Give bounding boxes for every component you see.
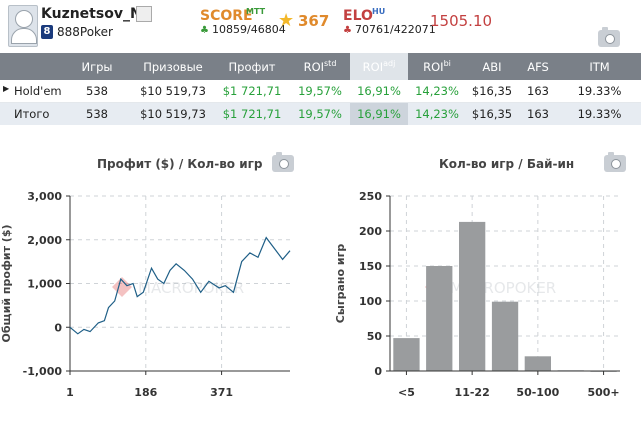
camera-icon[interactable] <box>598 27 620 47</box>
room-icon: 8 <box>41 25 53 39</box>
bar-11-22 <box>459 221 486 371</box>
y-tick-label: 150 <box>359 260 382 273</box>
table-cell: $1 721,71 <box>214 80 290 103</box>
rank-icon: ♣ <box>343 25 352 36</box>
table-cell: $10 519,73 <box>132 80 214 103</box>
col-header[interactable]: Профит <box>214 53 290 80</box>
x-tick-label: 371 <box>210 386 233 399</box>
table-cell: 19.33% <box>558 102 641 125</box>
col-header[interactable]: ROIadj <box>350 53 408 80</box>
x-tick-label: 11-22 <box>455 386 490 399</box>
score-rank: 10859/46804 <box>212 23 286 36</box>
table-cell: $1 721,71 <box>214 102 290 125</box>
y-tick-label: 0 <box>54 321 62 334</box>
table-cell: 163 <box>518 80 558 103</box>
table-cell: 19,57% <box>290 102 350 125</box>
y-tick-label: 250 <box>359 190 382 203</box>
table-row-total: Итого 538 $10 519,73 $1 721,71 19,57% 16… <box>0 102 641 125</box>
profit-chart-title: Профит ($) / Кол-во игр <box>97 157 263 171</box>
y-tick-label: 0 <box>374 365 382 378</box>
col-header[interactable]: ROIbi <box>408 53 466 80</box>
table-header-row: Игры Призовые Профит ROIstd ROIadj ROIbi… <box>0 53 641 80</box>
camera-icon[interactable] <box>604 152 626 172</box>
avatar <box>8 5 38 47</box>
row-label[interactable]: ▶ Hold'em <box>0 80 62 103</box>
score-label: SCORE <box>200 8 253 24</box>
table-cell: $16,35 <box>466 80 518 103</box>
rank-icon: ♣ <box>200 25 209 36</box>
y-tick-label: 3,000 <box>27 190 62 203</box>
col-header[interactable]: Игры <box>62 53 132 80</box>
bar-50-100 <box>524 356 551 371</box>
score-type: MTT <box>246 7 266 16</box>
col-header[interactable]: ABI <box>466 53 518 80</box>
col-sup: bi <box>443 59 451 69</box>
table-cell: 538 <box>62 102 132 125</box>
elo-value: 1505.10 <box>430 12 493 30</box>
x-tick-label: 186 <box>134 386 157 399</box>
table-cell: 19.33% <box>558 80 641 103</box>
elo-label: ELO <box>343 8 373 24</box>
star-icon: ★ <box>278 10 295 31</box>
col-header <box>0 53 62 80</box>
table-row[interactable]: ▶ Hold'em 538 $10 519,73 $1 721,71 19,57%… <box>0 80 641 103</box>
username[interactable]: Kuznetsov_N. <box>41 6 147 22</box>
bar-<5 <box>393 338 420 371</box>
y-axis-label: Общий профит ($) <box>0 224 13 342</box>
table-cell: 19,57% <box>290 80 350 103</box>
expand-arrow-icon[interactable]: ▶ <box>3 84 10 93</box>
y-tick-label: -1,000 <box>23 365 63 378</box>
y-tick-label: 1,000 <box>27 278 62 291</box>
watermark: MACROPOKER <box>112 277 244 297</box>
table-cell: $10 519,73 <box>132 102 214 125</box>
bar-5-11 <box>426 266 453 371</box>
row-label: Итого <box>0 102 62 125</box>
table-cell: 538 <box>62 80 132 103</box>
watermark-text: MACROPOKER <box>138 279 244 297</box>
x-tick-label: 500+ <box>587 386 619 399</box>
col-header[interactable]: Призовые <box>132 53 214 80</box>
y-tick-label: 100 <box>359 295 382 308</box>
room-name: 888Poker <box>57 25 113 39</box>
col-label: ROI <box>362 59 384 74</box>
score-value: 367 <box>298 12 330 30</box>
table-cell: 14,23% <box>408 102 466 125</box>
col-label: ROI <box>303 59 325 74</box>
profit-series-line <box>69 236 291 335</box>
x-tick-label: 50-100 <box>516 386 559 399</box>
stats-table: Игры Призовые Профит ROIstd ROIadj ROIbi… <box>0 53 641 125</box>
y-axis-label: Сыграно игр <box>334 244 347 324</box>
col-sup: adj <box>383 59 396 69</box>
col-header[interactable]: ROIstd <box>290 53 350 80</box>
camera-icon[interactable] <box>272 152 294 172</box>
table-cell: 163 <box>518 102 558 125</box>
table-cell: $16,35 <box>466 102 518 125</box>
table-cell: 14,23% <box>408 80 466 103</box>
x-tick-label: <5 <box>398 386 415 399</box>
elo-type: HU <box>372 7 386 16</box>
flag-icon <box>136 6 152 22</box>
x-tick-label: 1 <box>66 386 74 399</box>
buyin-chart-title: Кол-во игр / Бай-ин <box>439 157 575 171</box>
bar-22-50 <box>491 301 519 371</box>
col-sup: std <box>324 59 337 69</box>
y-tick-label: 200 <box>359 225 382 238</box>
table-cell: 16,91% <box>350 102 408 125</box>
y-tick-label: 2,000 <box>27 234 62 247</box>
table-cell: 16,91% <box>350 80 408 103</box>
col-header[interactable]: AFS <box>518 53 558 80</box>
elo-rank: 70761/422071 <box>355 23 436 36</box>
y-tick-label: 50 <box>367 330 383 343</box>
col-header[interactable]: ITM <box>558 53 641 80</box>
col-label: ROI <box>423 59 444 74</box>
